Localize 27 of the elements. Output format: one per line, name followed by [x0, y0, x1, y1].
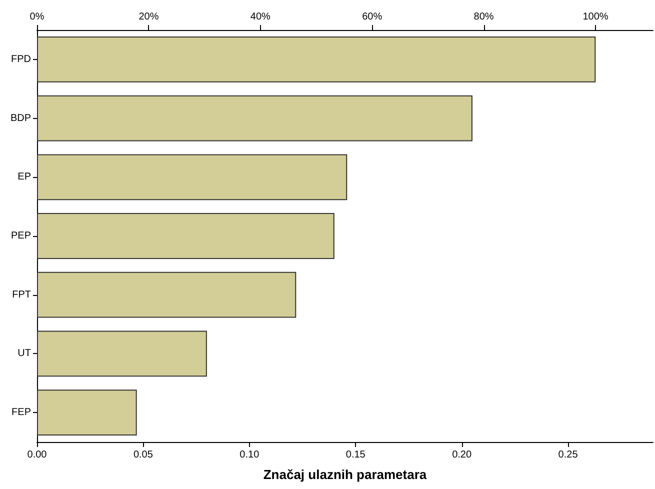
x-tick-label: 0.20 — [452, 450, 472, 460]
x-tick-label: 0.15 — [346, 450, 366, 460]
x-tick-label: 0.00 — [27, 450, 48, 460]
y-tick-label: FPD — [11, 54, 31, 65]
x2-tick-label: 60% — [362, 12, 382, 22]
bar — [37, 330, 207, 377]
y-tick-label: UT — [18, 348, 31, 360]
y-tick-label: FEP — [12, 407, 32, 418]
x2-tick-label: 80% — [474, 12, 494, 22]
x-tick-label: 0.25 — [558, 450, 578, 460]
y-tick-label: EP — [18, 172, 32, 183]
bar — [37, 154, 348, 200]
x2-tick-label: 20% — [138, 12, 159, 22]
bar — [37, 36, 596, 82]
x2-tick-label: 40% — [250, 12, 271, 22]
x-tick-label: 0.05 — [133, 450, 154, 460]
y-tick-label: FPT — [12, 289, 31, 300]
x-axis-title: Značaj ulaznih parametara — [263, 467, 428, 482]
bar — [37, 272, 296, 318]
bar — [37, 213, 334, 259]
x2-tick-label: 0% — [30, 12, 44, 22]
y-tick-label: BDP — [10, 112, 32, 124]
bar — [37, 390, 137, 436]
bar — [37, 95, 472, 142]
x2-tick-label: 100% — [582, 12, 608, 22]
x-tick-label: 0.10 — [240, 450, 260, 460]
y-tick-label: PEP — [10, 230, 32, 242]
